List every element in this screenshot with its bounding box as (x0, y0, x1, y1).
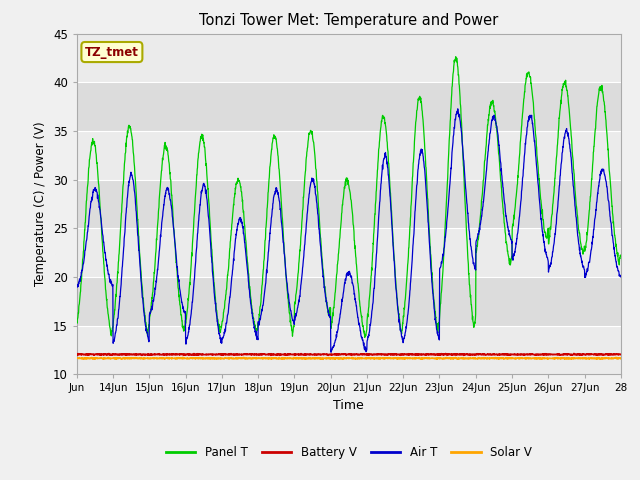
Legend: Panel T, Battery V, Air T, Solar V: Panel T, Battery V, Air T, Solar V (161, 442, 537, 464)
Title: Tonzi Tower Met: Temperature and Power: Tonzi Tower Met: Temperature and Power (199, 13, 499, 28)
Bar (77, 228, 621, 277)
Bar (77, 180, 621, 228)
Bar (77, 131, 621, 180)
X-axis label: Time: Time (333, 399, 364, 412)
Bar (77, 326, 621, 374)
Bar (77, 277, 621, 326)
Bar (77, 82, 621, 131)
Text: TZ_tmet: TZ_tmet (85, 46, 139, 59)
Bar (77, 34, 621, 82)
Y-axis label: Temperature (C) / Power (V): Temperature (C) / Power (V) (35, 122, 47, 286)
